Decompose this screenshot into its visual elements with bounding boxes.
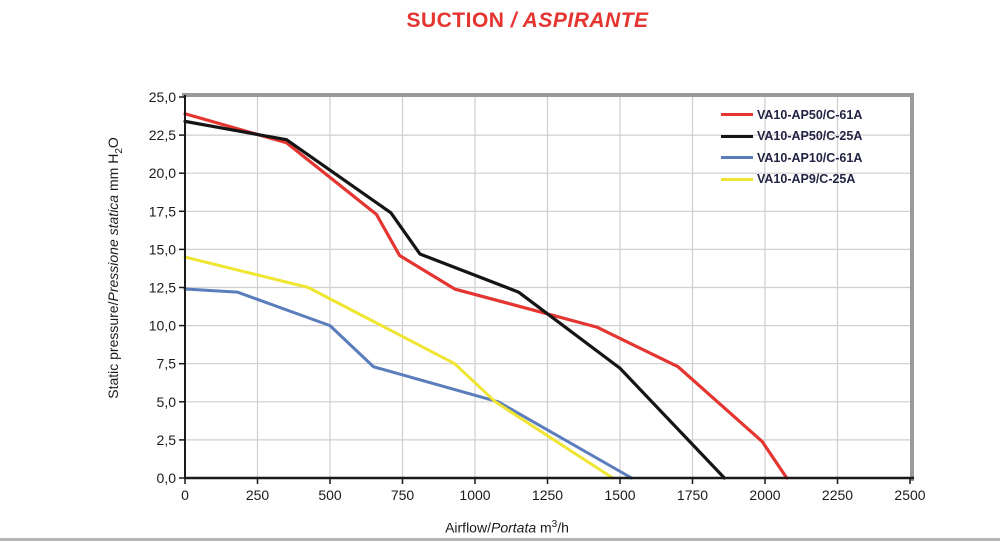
legend-line-swatch	[721, 134, 753, 138]
y-tick-label: 12,5	[149, 280, 176, 296]
y-tick-label: 25,0	[149, 89, 176, 105]
x-tick-label: 2500	[894, 487, 925, 503]
x-tick-label: 0	[181, 487, 189, 503]
legend-item: VA10-AP10/C-61A	[721, 147, 862, 169]
legend-item: VA10-AP50/C-25A	[721, 126, 862, 148]
legend-label: VA10-AP9/C-25A	[757, 172, 856, 187]
chart-title-italian: / ASPIRANTE	[510, 9, 649, 32]
y-tick-label: 20,0	[149, 165, 176, 181]
y-tick-label: 5,0	[157, 394, 177, 410]
legend-line-swatch	[721, 113, 753, 117]
x-tick-label: 1250	[532, 487, 563, 503]
x-tick-label: 2000	[749, 487, 780, 503]
x-tick-label: 500	[318, 487, 342, 503]
chart-legend: VA10-AP50/C-61A VA10-AP50/C-25A VA10-AP10/…	[721, 104, 862, 190]
y-tick-label: 2,5	[157, 432, 177, 448]
y-tick-label: 15,0	[149, 241, 176, 257]
x-axis-unit-sup: 3	[551, 519, 558, 530]
chart-title-english: SUCTION	[406, 9, 511, 32]
y-axis-unit: mm H	[105, 153, 122, 195]
y-axis-unit-post: O	[105, 137, 122, 149]
series-line-va10-ap50-c-61a	[183, 112, 789, 480]
x-tick-label: 1500	[604, 487, 635, 503]
x-axis-label-italian: Portata	[490, 519, 537, 536]
legend-label: VA10-AP50/C-25A	[757, 129, 863, 144]
y-axis-label: Static pressure/Pressione statica mm H2O	[105, 137, 125, 399]
y-tick-label: 7,5	[157, 356, 177, 372]
x-tick-label: 750	[391, 487, 415, 503]
chart-title: SUCTION / ASPIRANTE	[55, 9, 1000, 33]
x-axis-label-english: Airflow/	[445, 519, 491, 536]
x-tick-label: 250	[246, 487, 270, 503]
y-axis-label-italian: Pressione statica	[105, 194, 122, 302]
legend-label: VA10-AP10/C-61A	[757, 150, 863, 165]
series-line-va10-ap50-c-25a	[183, 119, 727, 480]
x-axis-unit-post: /h	[557, 519, 569, 536]
x-tick-label: 2250	[822, 487, 853, 503]
y-tick-label: 10,0	[149, 318, 176, 334]
y-tick-label: 22,5	[149, 127, 176, 143]
x-tick-label: 1750	[677, 487, 708, 503]
legend-item: VA10-AP50/C-61A	[721, 104, 862, 126]
series-line-va10-ap10-c-61a	[183, 287, 634, 480]
series-line-va10-ap9-c-25a	[183, 255, 615, 480]
legend-line-swatch	[721, 156, 753, 160]
y-axis-label-english: Static pressure/	[105, 301, 122, 399]
bottom-divider	[0, 538, 1000, 541]
x-axis-unit: m	[536, 519, 552, 536]
x-tick-label: 1000	[459, 487, 490, 503]
y-axis-unit-sub: 2	[113, 148, 125, 154]
legend-line-swatch	[721, 177, 753, 181]
y-tick-label: 0,0	[157, 470, 177, 486]
legend-item: VA10-AP9/C-25A	[721, 169, 862, 191]
legend-label: VA10-AP50/C-61A	[757, 107, 863, 122]
x-axis-label: Airflow/Portata m3/h	[445, 519, 569, 536]
y-tick-label: 17,5	[149, 203, 176, 219]
